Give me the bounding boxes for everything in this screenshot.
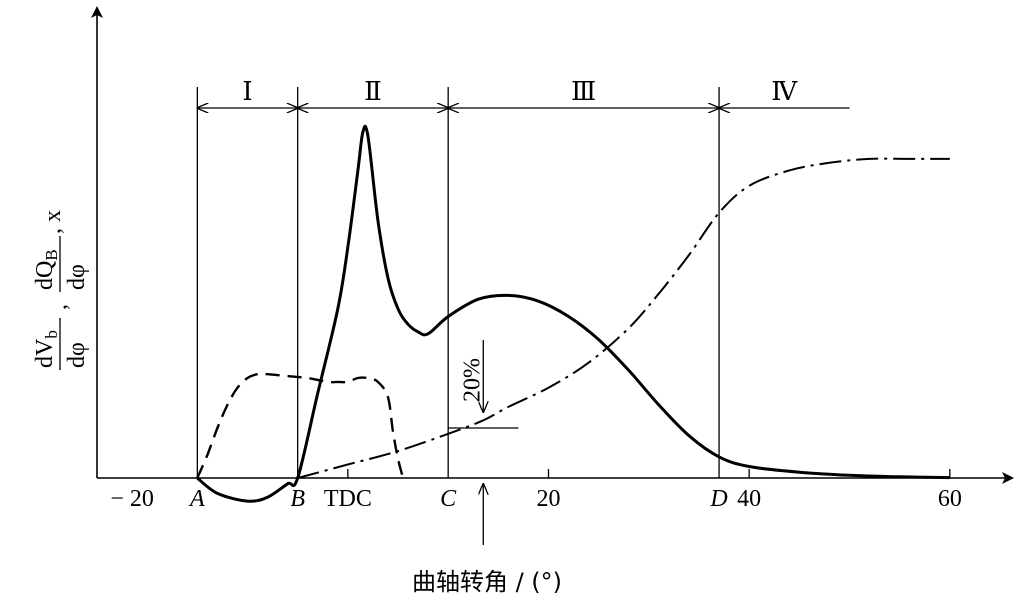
phase-label: Ⅰ <box>242 77 252 106</box>
svg-text:dQB: dQB <box>32 249 61 290</box>
x-tick-label: D <box>709 486 727 512</box>
x-tick-label: B <box>290 486 305 512</box>
series-layer <box>196 124 950 503</box>
svg-text:dφ: dφ <box>64 264 90 290</box>
x-tick-label: − 20 <box>110 486 154 512</box>
x-tick-label: TDC <box>324 486 372 512</box>
series-dashdot-line <box>297 157 950 479</box>
x-tick-label: C <box>440 486 457 512</box>
x-axis-label: 曲轴转角 / (°) <box>412 568 562 596</box>
y-axis-label: dVb dφ , dQB dφ , x <box>32 210 90 370</box>
phase-layer: Ⅰ Ⅱ Ⅲ Ⅳ <box>197 77 850 108</box>
svg-text:,: , <box>46 304 72 310</box>
x-tick-label: 20 <box>537 486 561 512</box>
series-solid-line <box>196 124 950 503</box>
annotation-layer: 20% <box>448 340 519 545</box>
phase-label: Ⅱ <box>364 77 382 106</box>
x-tick-label: A <box>188 486 205 512</box>
series-dashed-line <box>196 372 405 479</box>
phase-label: Ⅲ <box>571 77 596 106</box>
x-tick-label: 40 <box>737 486 761 512</box>
svg-text:dφ: dφ <box>64 342 90 368</box>
svg-text:dVb: dVb <box>32 330 61 368</box>
phase-label: Ⅳ <box>771 77 798 106</box>
svg-text:, x: , x <box>40 210 66 234</box>
x-tick-label: 60 <box>938 486 962 512</box>
annotation-label: 20% <box>459 358 485 402</box>
tick-layer: − 20 A B TDC C 20 D 40 60 <box>110 469 962 512</box>
phase-boundary-layer <box>196 87 720 478</box>
